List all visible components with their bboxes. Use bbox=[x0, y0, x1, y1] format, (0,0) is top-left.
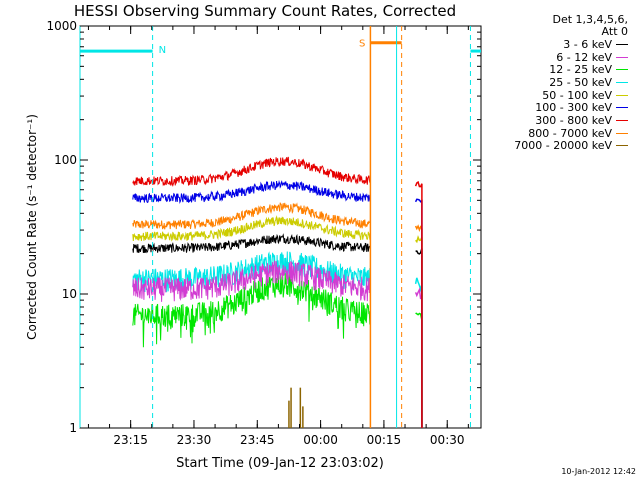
legend-swatch bbox=[616, 81, 628, 83]
legend-swatch bbox=[616, 119, 628, 121]
night-label: N bbox=[159, 45, 166, 56]
legend-item: 7000 - 20000 keV bbox=[480, 139, 638, 153]
series-line bbox=[132, 233, 371, 254]
legend-swatch bbox=[616, 69, 628, 71]
legend-label: 7000 - 20000 keV bbox=[514, 139, 612, 153]
series-line-after-saa bbox=[414, 180, 423, 428]
x-tick-label: 23:30 bbox=[177, 433, 212, 447]
y-tick-label: 1 bbox=[69, 421, 77, 435]
y-tick-label: 100 bbox=[54, 153, 77, 167]
x-tick-label: 23:15 bbox=[113, 433, 148, 447]
legend-attenuator: Att 0 bbox=[601, 25, 628, 38]
legend-swatch bbox=[616, 107, 628, 109]
x-tick-label: 23:45 bbox=[240, 433, 275, 447]
legend-item: 3 - 6 keV bbox=[480, 38, 638, 51]
y-tick-label: 1000 bbox=[46, 19, 77, 33]
legend-detectors: Det 1,3,4,5,6, bbox=[552, 13, 628, 26]
y-axis-label: Corrected Count Rate (s⁻¹ detector⁻¹) bbox=[25, 114, 39, 340]
legend-label: 25 - 50 keV bbox=[549, 75, 612, 89]
series-line bbox=[132, 215, 371, 242]
x-tick-label: 00:15 bbox=[367, 433, 402, 447]
series-line-after-saa bbox=[414, 277, 423, 428]
legend-swatch bbox=[616, 132, 628, 134]
x-tick-label: 00:30 bbox=[430, 433, 465, 447]
series-line bbox=[132, 202, 371, 230]
series-line bbox=[132, 156, 371, 187]
legend-label: 50 - 100 keV bbox=[542, 88, 612, 102]
series-line-after-saa bbox=[415, 312, 423, 428]
legend-label: 12 - 25 keV bbox=[549, 63, 612, 77]
legend-label: 3 - 6 keV bbox=[563, 37, 612, 51]
timestamp: 10-Jan-2012 12:42 bbox=[561, 467, 636, 476]
x-axis-label: Start Time (09-Jan-12 23:03:02) bbox=[176, 456, 384, 471]
legend-label: 300 - 800 keV bbox=[535, 113, 612, 127]
legend-item: 100 - 300 keV bbox=[480, 101, 638, 114]
series-line-after-saa bbox=[414, 287, 423, 428]
saa-label: S bbox=[359, 39, 365, 50]
legend: Det 1,3,4,5,6, Att 0 3 - 6 keV 6 - 12 keV… bbox=[480, 14, 638, 152]
legend-label: 100 - 300 keV bbox=[535, 101, 612, 115]
legend-swatch bbox=[616, 145, 628, 147]
legend-item: 12 - 25 keV bbox=[480, 63, 638, 76]
series-line-after-saa bbox=[415, 235, 423, 428]
x-tick-label: 00:00 bbox=[303, 433, 338, 447]
series-line-after-saa bbox=[414, 224, 423, 428]
legend-item: 800 - 7000 keV bbox=[480, 127, 638, 140]
legend-item: 300 - 800 keV bbox=[480, 114, 638, 127]
chart-title: HESSI Observing Summary Count Rates, Cor… bbox=[74, 2, 456, 20]
legend-swatch bbox=[616, 43, 628, 45]
legend-swatch bbox=[616, 56, 628, 58]
legend-swatch bbox=[616, 94, 628, 96]
series-line-after-saa bbox=[415, 248, 423, 428]
y-tick-label: 10 bbox=[62, 287, 77, 301]
legend-item: 6 - 12 keV bbox=[480, 51, 638, 64]
legend-label: 6 - 12 keV bbox=[556, 50, 612, 64]
legend-item: 50 - 100 keV bbox=[480, 89, 638, 102]
legend-item: 25 - 50 keV bbox=[480, 76, 638, 89]
series-line bbox=[132, 273, 371, 348]
legend-label: 800 - 7000 keV bbox=[528, 126, 612, 140]
series-line bbox=[132, 260, 371, 302]
series-line bbox=[132, 179, 371, 204]
